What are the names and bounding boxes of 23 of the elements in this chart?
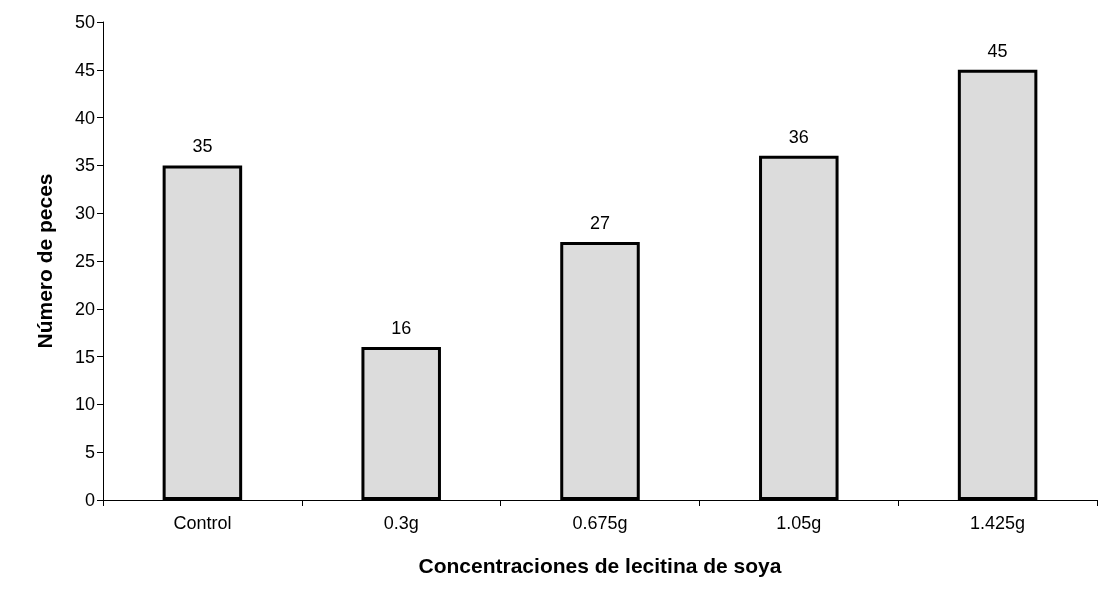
data-label: 45 xyxy=(987,40,1008,61)
x-tick-label: 0.3g xyxy=(383,513,419,533)
data-label: 36 xyxy=(788,126,809,147)
y-tick-label: 50 xyxy=(74,12,95,32)
data-label: 16 xyxy=(391,318,412,339)
y-tick-label: 30 xyxy=(74,203,95,224)
x-tick-label: Control xyxy=(173,513,232,533)
y-axis-title: Número de peces xyxy=(33,173,56,349)
x-tick-label: 1.05g xyxy=(776,513,822,533)
y-tick-label: 40 xyxy=(74,107,95,128)
y-tick-label: 5 xyxy=(84,442,95,463)
y-tick-label: 15 xyxy=(74,346,95,367)
y-tick-label: 45 xyxy=(74,59,95,80)
y-tick-label: 25 xyxy=(74,251,95,271)
y-tick-label: 35 xyxy=(74,155,95,176)
x-tick-label: 0.675g xyxy=(572,513,628,533)
y-tick-label: 20 xyxy=(74,298,95,319)
y-tick-label: 0 xyxy=(84,490,95,510)
data-label: 27 xyxy=(589,212,611,233)
y-tick-label: 10 xyxy=(74,394,95,415)
data-label: 35 xyxy=(192,136,213,157)
x-axis-title: Concentraciones de lecitina de soya xyxy=(418,554,782,577)
x-tick-label: 1.425g xyxy=(970,513,1026,533)
